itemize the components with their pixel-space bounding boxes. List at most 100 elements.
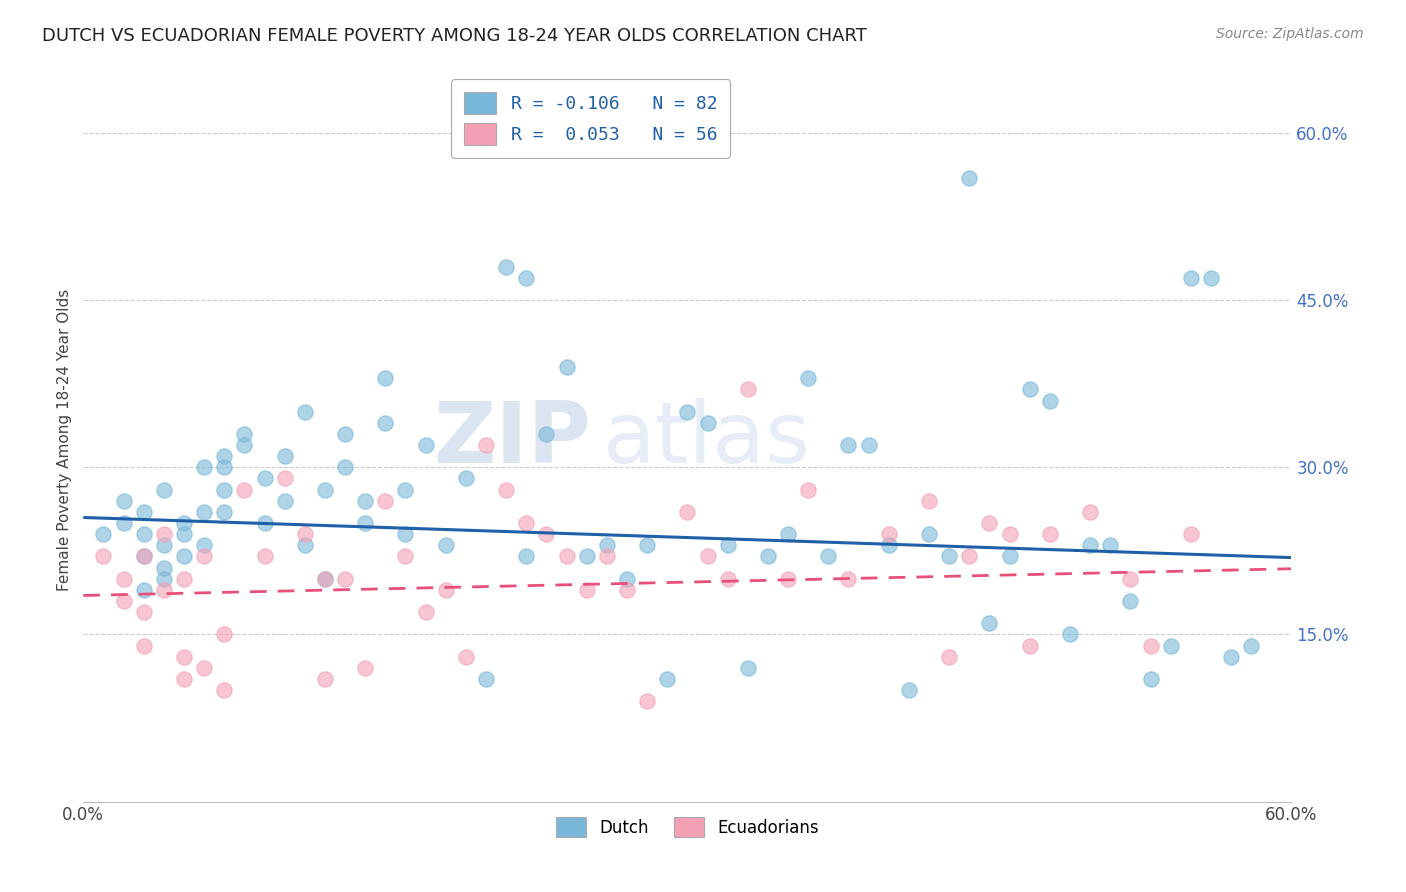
Point (575, 582, 598, 597)
Point (153, 527, 176, 541)
Point (394, 483, 416, 497)
Point (797, 483, 820, 497)
Point (957, 549, 980, 564)
Point (938, 549, 960, 564)
Point (93, 549, 115, 564)
Point (1018, 383, 1040, 397)
Point (374, 416, 396, 430)
Point (294, 538, 316, 552)
Point (314, 483, 336, 497)
Point (555, 360, 578, 375)
Point (938, 649, 960, 664)
Point (737, 383, 759, 397)
Point (212, 483, 235, 497)
Point (1059, 627, 1081, 641)
Point (193, 538, 215, 552)
Point (1180, 527, 1202, 541)
Point (173, 649, 195, 664)
Point (536, 426, 558, 441)
Point (132, 505, 155, 519)
Point (253, 471, 276, 485)
Point (112, 516, 135, 530)
Point (636, 694, 658, 708)
Point (193, 549, 215, 564)
Point (333, 572, 356, 586)
Point (536, 527, 558, 541)
Point (1240, 639, 1263, 653)
Point (132, 582, 155, 597)
Point (616, 582, 638, 597)
Point (253, 549, 276, 564)
Point (575, 549, 598, 564)
Point (153, 582, 176, 597)
Point (374, 371, 396, 385)
Point (776, 572, 799, 586)
Point (193, 505, 215, 519)
Point (776, 527, 799, 541)
Point (596, 549, 619, 564)
Point (253, 516, 276, 530)
Point (354, 493, 377, 508)
Point (314, 572, 336, 586)
Point (173, 672, 195, 686)
Text: atlas: atlas (603, 398, 811, 481)
Point (1078, 505, 1101, 519)
Point (515, 549, 537, 564)
Y-axis label: Female Poverty Among 18-24 Year Olds: Female Poverty Among 18-24 Year Olds (58, 288, 72, 591)
Point (877, 527, 900, 541)
Point (132, 605, 155, 619)
Point (717, 538, 740, 552)
Point (294, 527, 316, 541)
Point (837, 438, 859, 452)
Point (434, 582, 457, 597)
Point (333, 460, 356, 475)
Point (434, 538, 457, 552)
Point (153, 560, 176, 574)
Point (233, 438, 256, 452)
Point (273, 449, 295, 463)
Point (676, 505, 699, 519)
Point (495, 260, 517, 274)
Point (112, 493, 135, 508)
Point (1039, 527, 1062, 541)
Point (132, 527, 155, 541)
Point (918, 493, 941, 508)
Point (112, 572, 135, 586)
Point (998, 549, 1021, 564)
Point (212, 460, 235, 475)
Point (212, 627, 235, 641)
Point (415, 438, 437, 452)
Point (696, 549, 718, 564)
Point (1139, 639, 1161, 653)
Point (756, 549, 779, 564)
Point (212, 683, 235, 698)
Point (657, 672, 679, 686)
Point (1199, 271, 1222, 285)
Text: ZIP: ZIP (433, 398, 591, 481)
Point (737, 661, 759, 675)
Point (173, 572, 195, 586)
Point (696, 416, 718, 430)
Point (132, 549, 155, 564)
Point (837, 572, 859, 586)
Point (333, 426, 356, 441)
Point (636, 538, 658, 552)
Point (979, 616, 1001, 631)
Point (676, 404, 699, 418)
Point (1119, 594, 1142, 608)
Point (153, 483, 176, 497)
Point (454, 471, 477, 485)
Point (374, 493, 396, 508)
Point (173, 527, 195, 541)
Point (1139, 672, 1161, 686)
Point (596, 538, 619, 552)
Point (132, 549, 155, 564)
Point (233, 483, 256, 497)
Text: Source: ZipAtlas.com: Source: ZipAtlas.com (1216, 27, 1364, 41)
Point (112, 594, 135, 608)
Point (797, 371, 820, 385)
Point (858, 438, 880, 452)
Point (1160, 639, 1182, 653)
Point (897, 683, 920, 698)
Point (475, 672, 498, 686)
